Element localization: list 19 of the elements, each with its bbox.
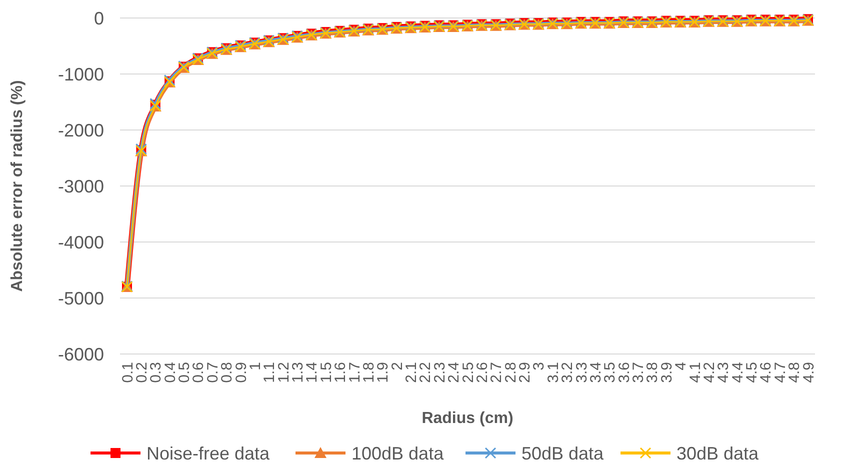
legend-label: 100dB data [352,443,445,464]
y-tick-label: -6000 [58,344,104,364]
x-tick-label: 2.1 [403,362,420,383]
y-tick-label: -5000 [58,288,104,308]
x-tick-label: 1.3 [290,362,306,383]
x-tick-label: 4.5 [744,362,760,383]
x-tick-label: 0.5 [176,362,193,383]
x-axis-title: Radius (cm) [422,410,514,427]
legend-label: 30dB data [676,443,760,464]
x-tick-label: 3.7 [630,362,647,383]
y-tick-label: -3000 [58,176,104,196]
legend-label: 50dB data [522,443,605,464]
y-axis-title: Absolute error of radius (%) [9,80,26,292]
y-tick-label: -4000 [58,232,104,252]
legend-label: Noise-free data [146,443,271,464]
y-tick-label: -2000 [58,120,104,140]
y-tick-label: 0 [94,8,104,28]
y-tick-label: -1000 [58,64,104,84]
x-tick-label: 2.9 [516,362,534,383]
